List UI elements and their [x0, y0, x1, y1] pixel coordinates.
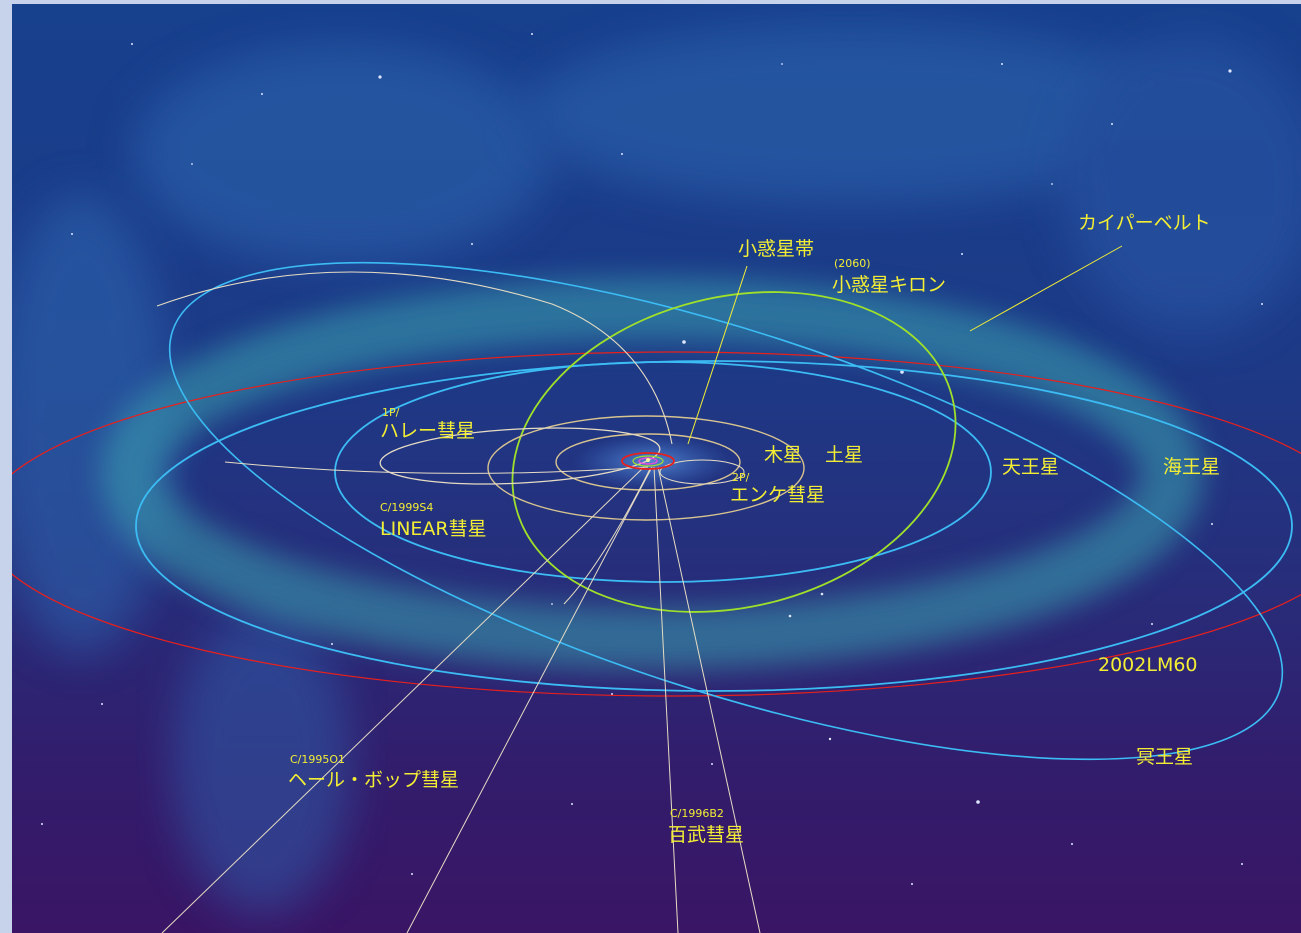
label-saturn: 土星 — [825, 444, 864, 466]
inner-system-glow — [572, 434, 732, 490]
label-2002lm60: 2002LM60 — [1098, 654, 1198, 676]
label-chiron: 小惑星キロン — [832, 274, 947, 296]
orbit-uranus — [334, 361, 992, 583]
long-period-comet-paths — [161, 466, 761, 933]
orbit-halley — [379, 427, 661, 485]
label-kuiper-belt: カイパーベルト — [1078, 212, 1211, 234]
label-jupiter: 木星 — [764, 444, 803, 466]
orbit-comet-arc — [156, 271, 673, 445]
orbit-diagram-svg — [12, 24, 1301, 933]
label-neptune: 海王星 — [1163, 456, 1221, 478]
label-hyakutake: 百武彗星 — [668, 824, 745, 846]
label-halley-prefix: 1P/ — [382, 406, 400, 419]
label-encke-prefix: 2P/ — [732, 471, 750, 484]
orbit-saturn — [487, 415, 805, 521]
orbit-chiron — [511, 291, 957, 613]
orbit-linear — [224, 461, 649, 474]
label-pluto: 冥王星 — [1136, 746, 1194, 768]
label-halley: ハレー彗星 — [380, 420, 476, 442]
label-halebopp: ヘール・ボップ彗星 — [288, 769, 460, 791]
label-asteroid-belt: 小惑星帯 — [738, 238, 815, 260]
oort-cloud-haze — [12, 24, 1301, 914]
label-halebopp-prefix: C/1995O1 — [290, 753, 346, 766]
inner-planet-orbits — [621, 452, 675, 470]
label-encke: エンケ彗星 — [730, 484, 826, 506]
label-linear-prefix: C/1999S4 — [380, 501, 434, 514]
solar-system-diagram: カイパーベルト 小惑星帯 (2060) 小惑星キロン 1P/ ハレー彗星 木星 … — [12, 4, 1301, 933]
label-uranus: 天王星 — [1002, 456, 1060, 478]
label-pointer-lines — [687, 245, 1123, 445]
orbit-2002lm60 — [12, 351, 1301, 697]
label-chiron-number: (2060) — [834, 257, 871, 270]
star-field — [41, 33, 1263, 885]
orbit-encke — [659, 459, 745, 485]
orbit-neptune — [135, 360, 1293, 692]
label-hyakutake-prefix: C/1996B2 — [670, 807, 724, 820]
kuiper-belt — [101, 278, 1203, 670]
orbit-jupiter — [555, 433, 741, 491]
orbit-pluto — [168, 261, 1284, 761]
label-linear: LINEAR彗星 — [380, 518, 487, 540]
